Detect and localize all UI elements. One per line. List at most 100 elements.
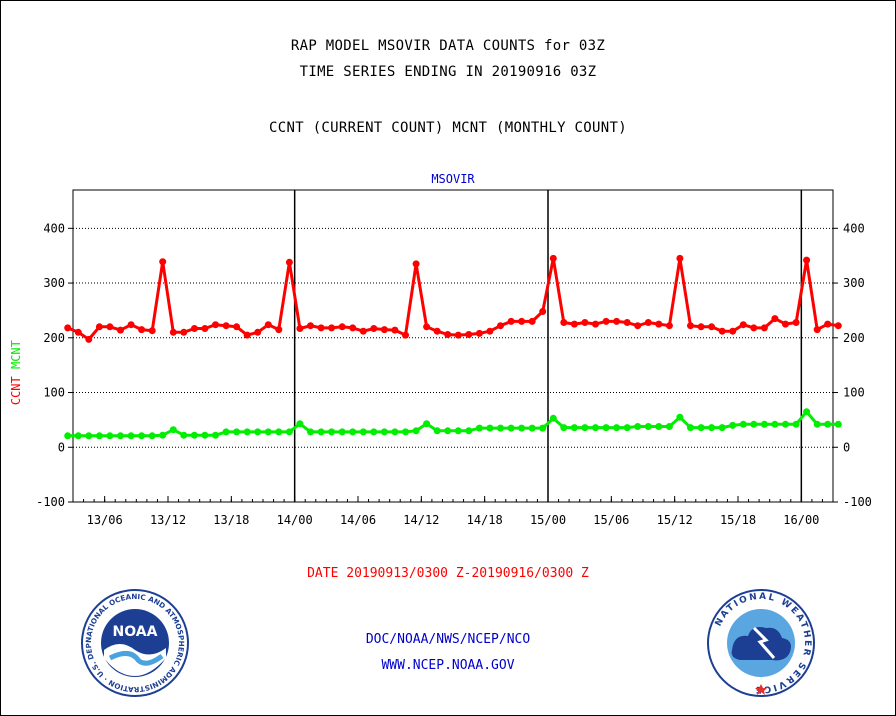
data-point-ccnt xyxy=(539,308,547,315)
x-tick-label: 15/00 xyxy=(530,513,566,527)
data-point-mcnt xyxy=(539,424,547,432)
data-point-ccnt xyxy=(317,324,325,332)
data-point-ccnt xyxy=(497,322,504,330)
y-tick-label-right: 200 xyxy=(843,331,865,345)
data-point-ccnt xyxy=(391,326,399,334)
website-link[interactable]: WWW.NCEP.NOAA.GOV xyxy=(381,658,515,673)
data-point-ccnt xyxy=(85,335,93,343)
data-point-mcnt xyxy=(64,432,72,440)
data-point-mcnt xyxy=(792,420,800,428)
data-point-mcnt xyxy=(570,424,578,432)
data-point-mcnt xyxy=(254,428,262,436)
data-point-mcnt xyxy=(233,428,241,436)
svg-text:NOAA: NOAA xyxy=(113,624,158,640)
chart-title-line-2: TIME SERIES ENDING IN 20190916 03Z xyxy=(299,64,597,80)
data-point-mcnt xyxy=(834,420,842,428)
data-point-mcnt xyxy=(634,423,642,430)
data-point-ccnt xyxy=(813,326,821,334)
data-point-mcnt xyxy=(750,420,758,428)
data-point-mcnt xyxy=(560,424,568,432)
x-tick-label: 14/18 xyxy=(467,513,503,527)
data-point-mcnt xyxy=(475,424,483,432)
data-point-ccnt xyxy=(117,326,124,334)
data-point-mcnt xyxy=(739,420,747,428)
data-point-mcnt xyxy=(497,424,504,432)
y-tick-label-left: -100 xyxy=(36,495,65,509)
data-point-mcnt xyxy=(190,431,198,439)
data-point-ccnt xyxy=(634,322,642,330)
x-tick-label: 13/06 xyxy=(87,513,123,527)
data-point-ccnt xyxy=(549,254,557,262)
chart-title-line-1: RAP MODEL MSOVIR DATA COUNTS for 03Z xyxy=(290,38,606,54)
data-point-mcnt xyxy=(285,428,293,436)
data-point-mcnt xyxy=(307,428,314,436)
data-point-mcnt xyxy=(317,428,325,436)
y-axis-label: CCNT MCNT xyxy=(9,340,23,405)
data-point-mcnt xyxy=(201,431,209,439)
data-point-ccnt xyxy=(676,254,684,262)
y-tick-label-left: 100 xyxy=(43,386,65,400)
data-point-mcnt xyxy=(433,427,441,435)
x-tick-label: 14/06 xyxy=(340,513,376,527)
data-point-mcnt xyxy=(349,428,357,436)
data-point-mcnt xyxy=(275,428,283,436)
data-point-ccnt xyxy=(148,327,156,335)
data-point-ccnt xyxy=(444,331,452,338)
data-point-ccnt xyxy=(687,322,694,330)
plot-title: MSOVIR xyxy=(431,172,475,186)
data-point-ccnt xyxy=(338,323,346,331)
data-point-ccnt xyxy=(307,322,314,330)
data-point-ccnt xyxy=(581,319,589,326)
y-tick-label-left: 300 xyxy=(43,276,65,290)
data-point-mcnt xyxy=(85,432,93,440)
data-point-mcnt xyxy=(180,431,188,439)
data-point-mcnt xyxy=(465,427,473,435)
data-point-ccnt xyxy=(507,317,515,325)
org-label: DOC/NOAA/NWS/NCEP/NCO xyxy=(365,632,531,647)
data-point-ccnt xyxy=(824,320,832,328)
data-point-ccnt xyxy=(465,331,473,338)
data-point-ccnt xyxy=(359,327,367,335)
y-tick-label-right: -100 xyxy=(843,495,872,509)
data-point-ccnt xyxy=(792,319,800,326)
data-point-ccnt xyxy=(739,321,747,329)
data-point-mcnt xyxy=(718,424,726,432)
data-point-mcnt xyxy=(380,428,388,436)
data-point-ccnt xyxy=(180,328,188,336)
data-point-ccnt xyxy=(454,331,462,339)
data-point-ccnt xyxy=(275,326,283,334)
x-tick-label: 13/18 xyxy=(213,513,249,527)
data-point-mcnt xyxy=(676,413,684,421)
data-point-ccnt xyxy=(760,324,768,332)
data-point-mcnt xyxy=(106,432,114,440)
data-point-ccnt xyxy=(782,320,789,328)
data-point-ccnt xyxy=(644,319,652,326)
data-point-mcnt xyxy=(169,426,177,434)
x-tick-label: 15/06 xyxy=(593,513,629,527)
y-tick-label-right: 100 xyxy=(843,386,865,400)
data-point-mcnt xyxy=(486,424,494,432)
y-tick-label-left: 0 xyxy=(58,440,65,454)
data-point-ccnt xyxy=(243,331,251,339)
data-point-ccnt xyxy=(402,331,409,339)
data-point-mcnt xyxy=(454,427,462,435)
y-tick-label-right: 300 xyxy=(843,276,865,290)
data-point-mcnt xyxy=(412,427,420,435)
data-point-mcnt xyxy=(697,424,705,432)
y-tick-label-right: 400 xyxy=(843,221,865,235)
data-point-ccnt xyxy=(518,317,526,325)
data-point-mcnt xyxy=(771,420,779,428)
data-point-mcnt xyxy=(95,432,103,440)
data-point-ccnt xyxy=(834,322,842,330)
data-point-mcnt xyxy=(296,420,304,428)
data-point-mcnt xyxy=(528,424,536,432)
data-point-mcnt xyxy=(592,424,599,432)
data-point-ccnt xyxy=(222,322,230,330)
data-point-ccnt xyxy=(74,328,82,336)
data-point-mcnt xyxy=(581,424,589,432)
data-point-ccnt xyxy=(433,327,441,335)
chart-title-line-3: CCNT (CURRENT COUNT) MCNT (MONTHLY COUNT… xyxy=(269,120,627,136)
data-point-mcnt xyxy=(264,428,272,436)
data-point-ccnt xyxy=(560,319,568,326)
